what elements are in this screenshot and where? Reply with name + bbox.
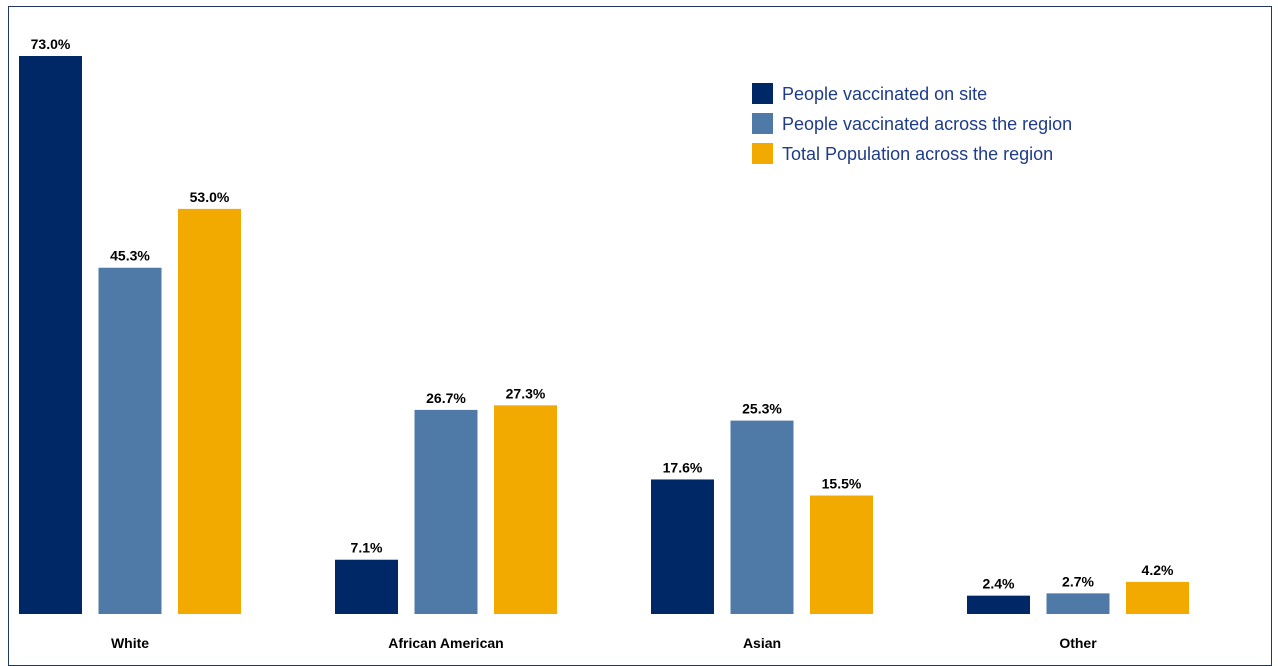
bar-other-series-2 <box>1046 593 1110 614</box>
data-label-other-series-2: 2.7% <box>1062 573 1094 589</box>
bars-group <box>19 56 1189 614</box>
legend-swatch-series-2 <box>752 113 773 134</box>
category-labels-group: White African American Asian Other <box>111 635 1097 651</box>
data-label-asian-series-3: 15.5% <box>822 476 862 492</box>
data-label-african-american-series-1: 7.1% <box>351 540 383 556</box>
category-label-asian: Asian <box>743 635 781 651</box>
data-labels-group: 73.0% 45.3% 53.0% 7.1% 26.7% 27.3% 17.6% 25.3% 1… <box>31 36 1174 592</box>
bar-asian-series-2 <box>730 420 794 614</box>
data-label-white-series-1: 73.0% <box>31 36 71 52</box>
category-label-other: Other <box>1059 635 1097 651</box>
data-label-white-series-3: 53.0% <box>190 189 230 205</box>
data-label-african-american-series-3: 27.3% <box>506 385 546 401</box>
bar-white-series-3 <box>178 208 241 614</box>
legend-label-series-1: People vaccinated on site <box>782 84 987 104</box>
legend-swatch-series-3 <box>752 143 773 164</box>
bar-african-american-series-2 <box>414 409 478 614</box>
data-label-african-american-series-2: 26.7% <box>426 390 466 406</box>
legend-swatch-series-1 <box>752 83 773 104</box>
category-label-african-american: African American <box>388 635 503 651</box>
legend: People vaccinated on site People vaccinat… <box>752 83 1072 164</box>
bar-other-series-3 <box>1126 581 1189 614</box>
bar-other-series-1 <box>967 595 1030 614</box>
bar-african-american-series-3 <box>494 405 557 614</box>
bar-african-american-series-1 <box>335 559 398 614</box>
data-label-white-series-2: 45.3% <box>110 248 150 264</box>
data-label-other-series-3: 4.2% <box>1142 562 1174 578</box>
bar-asian-series-1 <box>651 479 714 614</box>
category-label-white: White <box>111 635 149 651</box>
legend-label-series-2: People vaccinated across the region <box>782 114 1072 134</box>
bar-white-series-1 <box>19 56 82 614</box>
bar-white-series-2 <box>98 267 162 614</box>
data-label-other-series-1: 2.4% <box>983 576 1015 592</box>
data-label-asian-series-1: 17.6% <box>663 459 703 475</box>
legend-label-series-3: Total Population across the region <box>782 144 1053 164</box>
data-label-asian-series-2: 25.3% <box>742 401 782 417</box>
bar-asian-series-3 <box>810 495 873 614</box>
